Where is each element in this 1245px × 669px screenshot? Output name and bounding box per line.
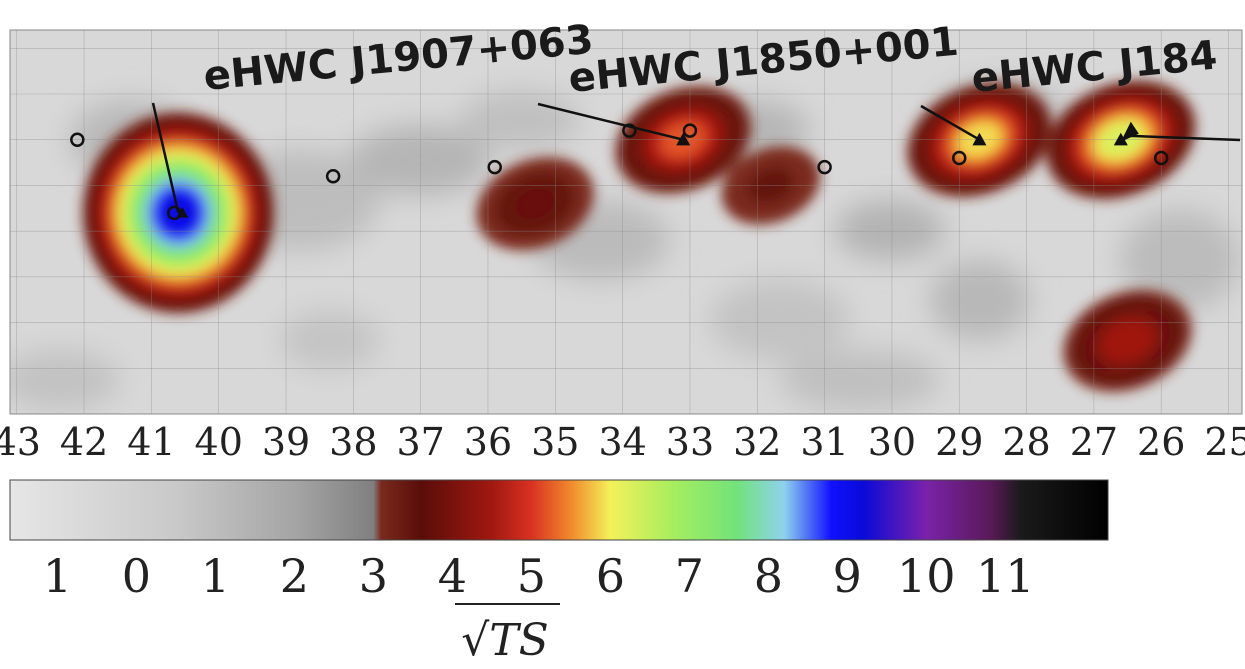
triangle-marker [176,206,189,218]
circle-marker [951,150,967,166]
arrow-head [1120,121,1139,142]
colorbar-tick-labels: 1 0 1 2 3 4 5 6 7 8 9 10 11 [43,549,1035,605]
circle-marker [682,123,698,138]
colorbar-tick-label: 7 [675,549,704,603]
colorbar-tick-label: 4 [438,549,467,603]
source-arrow [920,104,981,141]
colorbar-tick-label: 0 [122,549,151,603]
colorbar-tick-label: 1 [201,549,230,603]
hotspots [82,80,1196,392]
colorbar-tick-label: 2 [280,549,309,603]
source-arrow [151,102,180,214]
triangle-markers [176,132,1128,218]
colorbar-tick-label: 6 [596,549,625,603]
x-tick-label: 43 [0,420,41,464]
circle-marker [622,123,637,138]
colorbar-tick-label: 11 [976,549,1035,603]
x-tick-label: 28 [1002,420,1050,464]
x-tick-label: 27 [1070,420,1118,464]
x-tick-label: 38 [329,420,377,464]
colorbar-tick-label: 9 [833,549,862,603]
x-tick-label: 35 [531,420,579,464]
x-tick-label: 31 [800,420,848,464]
colorbar-tick-label: 8 [754,549,783,603]
x-tick-label: 25 [1204,420,1245,464]
hotspot-contour [1102,321,1153,361]
source-arrow [537,102,684,141]
circle-marker [817,159,832,175]
x-tick-label: 36 [464,420,512,464]
colorbar [9,479,1109,541]
x-tick-label: 33 [666,420,714,464]
x-tick-label: 26 [1137,420,1185,464]
hotspot [476,157,594,251]
triangle-marker [1113,132,1128,146]
grid [10,30,1242,414]
x-tick-label: 30 [868,420,916,464]
circle-marker [1153,150,1169,166]
colorbar-tick-label: 10 [897,549,956,603]
colorbar-tick-label: 1 [43,549,72,603]
circle-marker [487,159,502,175]
triangle-marker [972,132,987,146]
triangle-marker [676,132,691,146]
hotspot [1063,289,1192,392]
x-tick-label: 29 [935,420,983,464]
map-frame [9,29,1243,415]
circle-marker [70,132,85,147]
significance-map [10,30,1242,414]
source-arrow [1126,134,1241,142]
colorbar-tick-label: 3 [359,549,388,603]
x-tick-labels: 434241403938373635343332313029282726252 [0,420,1245,464]
hotspot-contour [156,189,201,236]
x-tick-label: 39 [262,420,310,464]
x-tick-label: 32 [733,420,781,464]
x-tick-label: 37 [396,420,444,464]
circle-marker [325,169,341,184]
colorbar-tick-label: 5 [517,549,546,603]
source-arrows [151,102,1241,214]
x-tick-label: 41 [127,420,175,464]
circle-markers [70,123,1169,221]
x-tick-label: 40 [195,420,243,464]
x-tick-label: 34 [598,420,646,464]
hotspot-contour [515,188,555,220]
colorbar-label: √TS [461,615,549,664]
x-tick-label: 42 [60,420,108,464]
